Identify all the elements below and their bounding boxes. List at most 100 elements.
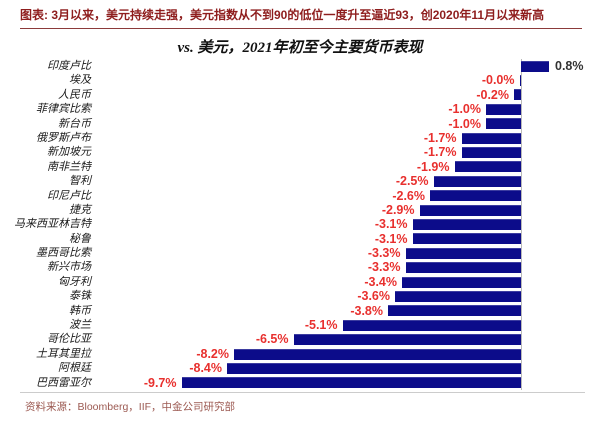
data-bar — [461, 132, 521, 144]
data-bar — [412, 233, 521, 245]
category-label: 匈牙利 — [58, 275, 91, 288]
bar-row: 南非兰特 -1.9% — [0, 160, 600, 174]
data-bar — [402, 276, 521, 288]
category-label: 印度卢比 — [47, 60, 91, 72]
category-label: 土耳其里拉 — [36, 347, 91, 360]
plot-cell: -8.2% — [95, 347, 600, 361]
data-bar — [405, 247, 521, 259]
data-bar — [461, 147, 521, 159]
category-label: 韩币 — [69, 304, 91, 317]
category-label: 新加坡元 — [47, 146, 91, 159]
plot-cell: -0.0% — [95, 73, 600, 87]
bar-row: 波兰 -5.1% — [0, 318, 600, 332]
category-label: 智利 — [69, 175, 91, 188]
bar-row: 菲律宾比索 -1.0% — [0, 102, 600, 116]
value-label: -3.1% — [374, 217, 408, 232]
category-label: 墨西哥比索 — [36, 247, 91, 260]
value-label: -1.9% — [416, 159, 450, 174]
chart-rows: 印度卢比 0.8% 埃及 -0.0% 人民币 -0.2% 菲律宾比索 -1.0% 新台币 -1.0… — [0, 59, 600, 390]
bar-row: 秘鲁 -3.1% — [0, 232, 600, 246]
bar-row: 韩币 -3.8% — [0, 304, 600, 318]
bar-row: 阿根廷 -8.4% — [0, 361, 600, 375]
value-label: -1.0% — [448, 102, 481, 117]
value-label: -1.7% — [423, 145, 457, 160]
value-label: -9.7% — [143, 375, 177, 390]
category-label: 俄罗斯卢布 — [36, 131, 91, 144]
value-label: -5.1% — [304, 318, 338, 333]
data-bar — [514, 89, 521, 101]
data-bar — [519, 75, 521, 87]
bar-row: 捷克 -2.9% — [0, 203, 600, 217]
data-bar — [395, 290, 521, 302]
category-label: 阿根廷 — [58, 362, 91, 375]
data-bar — [227, 362, 521, 374]
data-bar — [405, 262, 521, 274]
bar-row: 俄罗斯卢布 -1.7% — [0, 131, 600, 145]
plot-cell: -3.4% — [95, 275, 600, 289]
value-label: -2.9% — [381, 202, 415, 217]
data-bar — [430, 190, 521, 202]
data-bar — [412, 218, 521, 230]
bar-row: 印度卢比 0.8% — [0, 59, 600, 73]
plot-cell: 0.8% — [95, 59, 600, 73]
value-label: -3.3% — [367, 260, 401, 275]
data-bar — [388, 305, 521, 317]
value-label: -1.7% — [423, 130, 457, 145]
category-label: 南非兰特 — [47, 160, 91, 173]
plot-cell: -3.1% — [95, 232, 600, 246]
plot-cell: -3.8% — [95, 304, 600, 318]
bar-row: 泰铢 -3.6% — [0, 289, 600, 303]
category-label: 埃及 — [69, 74, 91, 87]
plot-cell: -2.6% — [95, 189, 600, 203]
bar-row: 人民币 -0.2% — [0, 88, 600, 102]
value-label: -0.0% — [481, 73, 515, 88]
data-bar — [486, 118, 521, 130]
zero-axis-line — [521, 59, 522, 390]
data-bar — [293, 334, 521, 346]
data-bar — [342, 319, 521, 331]
plot-cell: -3.3% — [95, 246, 600, 260]
value-label: -3.1% — [374, 231, 408, 246]
value-label: -3.8% — [350, 303, 383, 318]
value-label: -6.5% — [255, 332, 289, 347]
value-label: -2.6% — [392, 188, 425, 203]
value-label: -8.2% — [196, 346, 229, 361]
bar-row: 新兴市场 -3.3% — [0, 260, 600, 274]
bar-row: 马来西亚林吉特 -3.1% — [0, 217, 600, 231]
bar-row: 土耳其里拉 -8.2% — [0, 347, 600, 361]
footer-divider — [20, 392, 585, 393]
plot-cell: -1.7% — [95, 131, 600, 145]
data-source: 资料来源：Bloomberg，IIF，中金公司研究部 — [25, 401, 236, 413]
plot-cell: -1.9% — [95, 160, 600, 174]
bar-row: 匈牙利 -3.4% — [0, 275, 600, 289]
caption-divider — [20, 28, 582, 29]
data-bar — [521, 60, 549, 72]
value-label: -3.6% — [357, 289, 390, 304]
value-label: -3.4% — [364, 274, 397, 289]
data-bar — [234, 348, 521, 360]
category-label: 新台币 — [58, 117, 91, 130]
data-bar — [433, 175, 521, 187]
category-label: 泰铢 — [69, 290, 91, 303]
category-label: 巴西雷亚尔 — [36, 376, 91, 389]
plot-cell: -1.0% — [95, 102, 600, 116]
category-label: 人民币 — [58, 88, 91, 101]
figure-caption: 图表: 3月以来，美元持续走强，美元指数从不到90的低位一度升至逼近93，创20… — [20, 8, 545, 22]
plot-cell: -8.4% — [95, 361, 600, 375]
bar-row: 埃及 -0.0% — [0, 73, 600, 87]
plot-cell: -1.0% — [95, 117, 600, 131]
plot-cell: -5.1% — [95, 318, 600, 332]
plot-cell: -1.7% — [95, 145, 600, 159]
bar-row: 哥伦比亚 -6.5% — [0, 332, 600, 346]
plot-cell: -2.5% — [95, 174, 600, 188]
category-label: 哥伦比亚 — [47, 333, 91, 346]
plot-cell: -0.2% — [95, 88, 600, 102]
category-label: 印尼卢比 — [47, 189, 91, 202]
bar-row: 新台币 -1.0% — [0, 117, 600, 131]
plot-cell: -3.3% — [95, 260, 600, 274]
bar-row: 巴西雷亚尔 -9.7% — [0, 376, 600, 390]
data-bar — [486, 103, 521, 115]
bar-row: 印尼卢比 -2.6% — [0, 189, 600, 203]
bar-row: 新加坡元 -1.7% — [0, 145, 600, 159]
value-label: -8.4% — [189, 361, 222, 376]
